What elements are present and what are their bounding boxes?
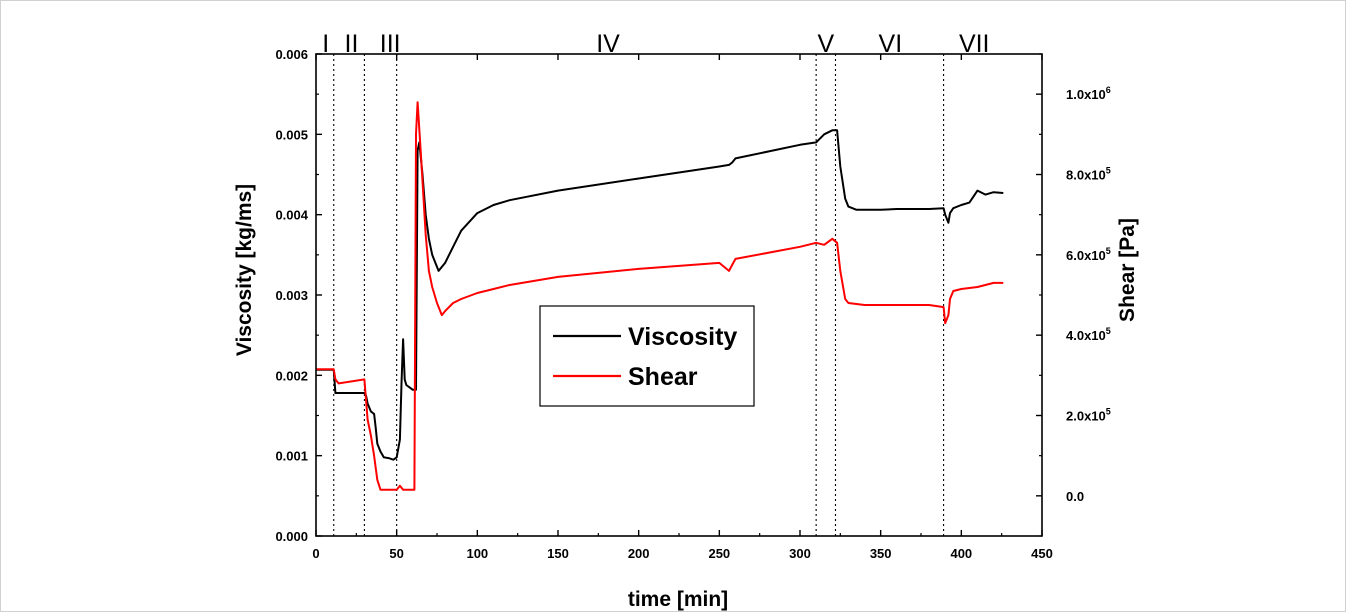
y2-tick-label: 1.0x106 xyxy=(1066,85,1111,102)
y2-tick-label: 2.0x105 xyxy=(1066,407,1111,424)
x-tick-label: 250 xyxy=(708,546,730,561)
axes-layer: 0 50 100 150 200 250 300 350 400 450 0.000 0.001 0.0… xyxy=(275,47,1110,561)
phase-label: II xyxy=(345,30,359,58)
phase-label: IV xyxy=(596,30,620,58)
y-tick-label: 0.003 xyxy=(275,288,308,303)
x-tick-label: 350 xyxy=(870,546,892,561)
series-line-shear xyxy=(316,101,1004,491)
y-tick-label: 0.000 xyxy=(275,529,308,544)
legend-label-shear: Shear xyxy=(628,363,698,391)
x-tick-label: 0 xyxy=(312,546,319,561)
series-layer xyxy=(316,101,1004,491)
y2-tick-label: 0.0 xyxy=(1066,489,1084,504)
x-tick-label: 400 xyxy=(950,546,972,561)
phase-label: VI xyxy=(879,30,903,58)
y-tick-label: 0.002 xyxy=(275,368,308,383)
x-tick-label: 200 xyxy=(628,546,650,561)
series-line-viscosity xyxy=(316,129,1004,461)
phase-label: VII xyxy=(959,30,990,58)
phase-label: V xyxy=(817,30,834,58)
x-tick-label: 450 xyxy=(1031,546,1053,561)
legend-box xyxy=(539,305,755,407)
y2-tick-exponent: 5 xyxy=(1106,326,1111,336)
y-tick-label: 0.004 xyxy=(275,208,308,223)
plot-frame xyxy=(315,53,1043,537)
y2-tick-label: 4.0x105 xyxy=(1066,326,1111,343)
legend: Viscosity Shear xyxy=(539,305,755,407)
y2-tick-exponent: 5 xyxy=(1106,166,1111,176)
phase-label: III xyxy=(380,30,401,58)
y2-tick-exponent: 6 xyxy=(1106,85,1111,95)
phase-label: I xyxy=(322,30,329,58)
x-axis-title: time [min] xyxy=(628,588,728,611)
phase-boundaries xyxy=(333,54,945,536)
x-tick-label: 100 xyxy=(466,546,488,561)
y-axis-title: Viscosity [kg/ms] xyxy=(233,184,256,356)
y-tick-label: 0.005 xyxy=(275,127,308,142)
y2-tick-exponent: 5 xyxy=(1106,246,1111,256)
x-tick-label: 300 xyxy=(789,546,811,561)
y2-tick-label: 8.0x105 xyxy=(1066,166,1111,183)
y-tick-label: 0.006 xyxy=(275,47,308,62)
legend-label-viscosity: Viscosity xyxy=(628,323,737,351)
y-tick-label: 0.001 xyxy=(275,449,308,464)
x-tick-label: 50 xyxy=(389,546,403,561)
y2-tick-label: 6.0x105 xyxy=(1066,246,1111,263)
y2-tick-exponent: 5 xyxy=(1106,407,1111,417)
x-tick-label: 150 xyxy=(547,546,569,561)
y2-axis-title: Shear [Pa] xyxy=(1116,218,1139,322)
phase-labels: I II III IV V VI VII xyxy=(322,30,989,58)
